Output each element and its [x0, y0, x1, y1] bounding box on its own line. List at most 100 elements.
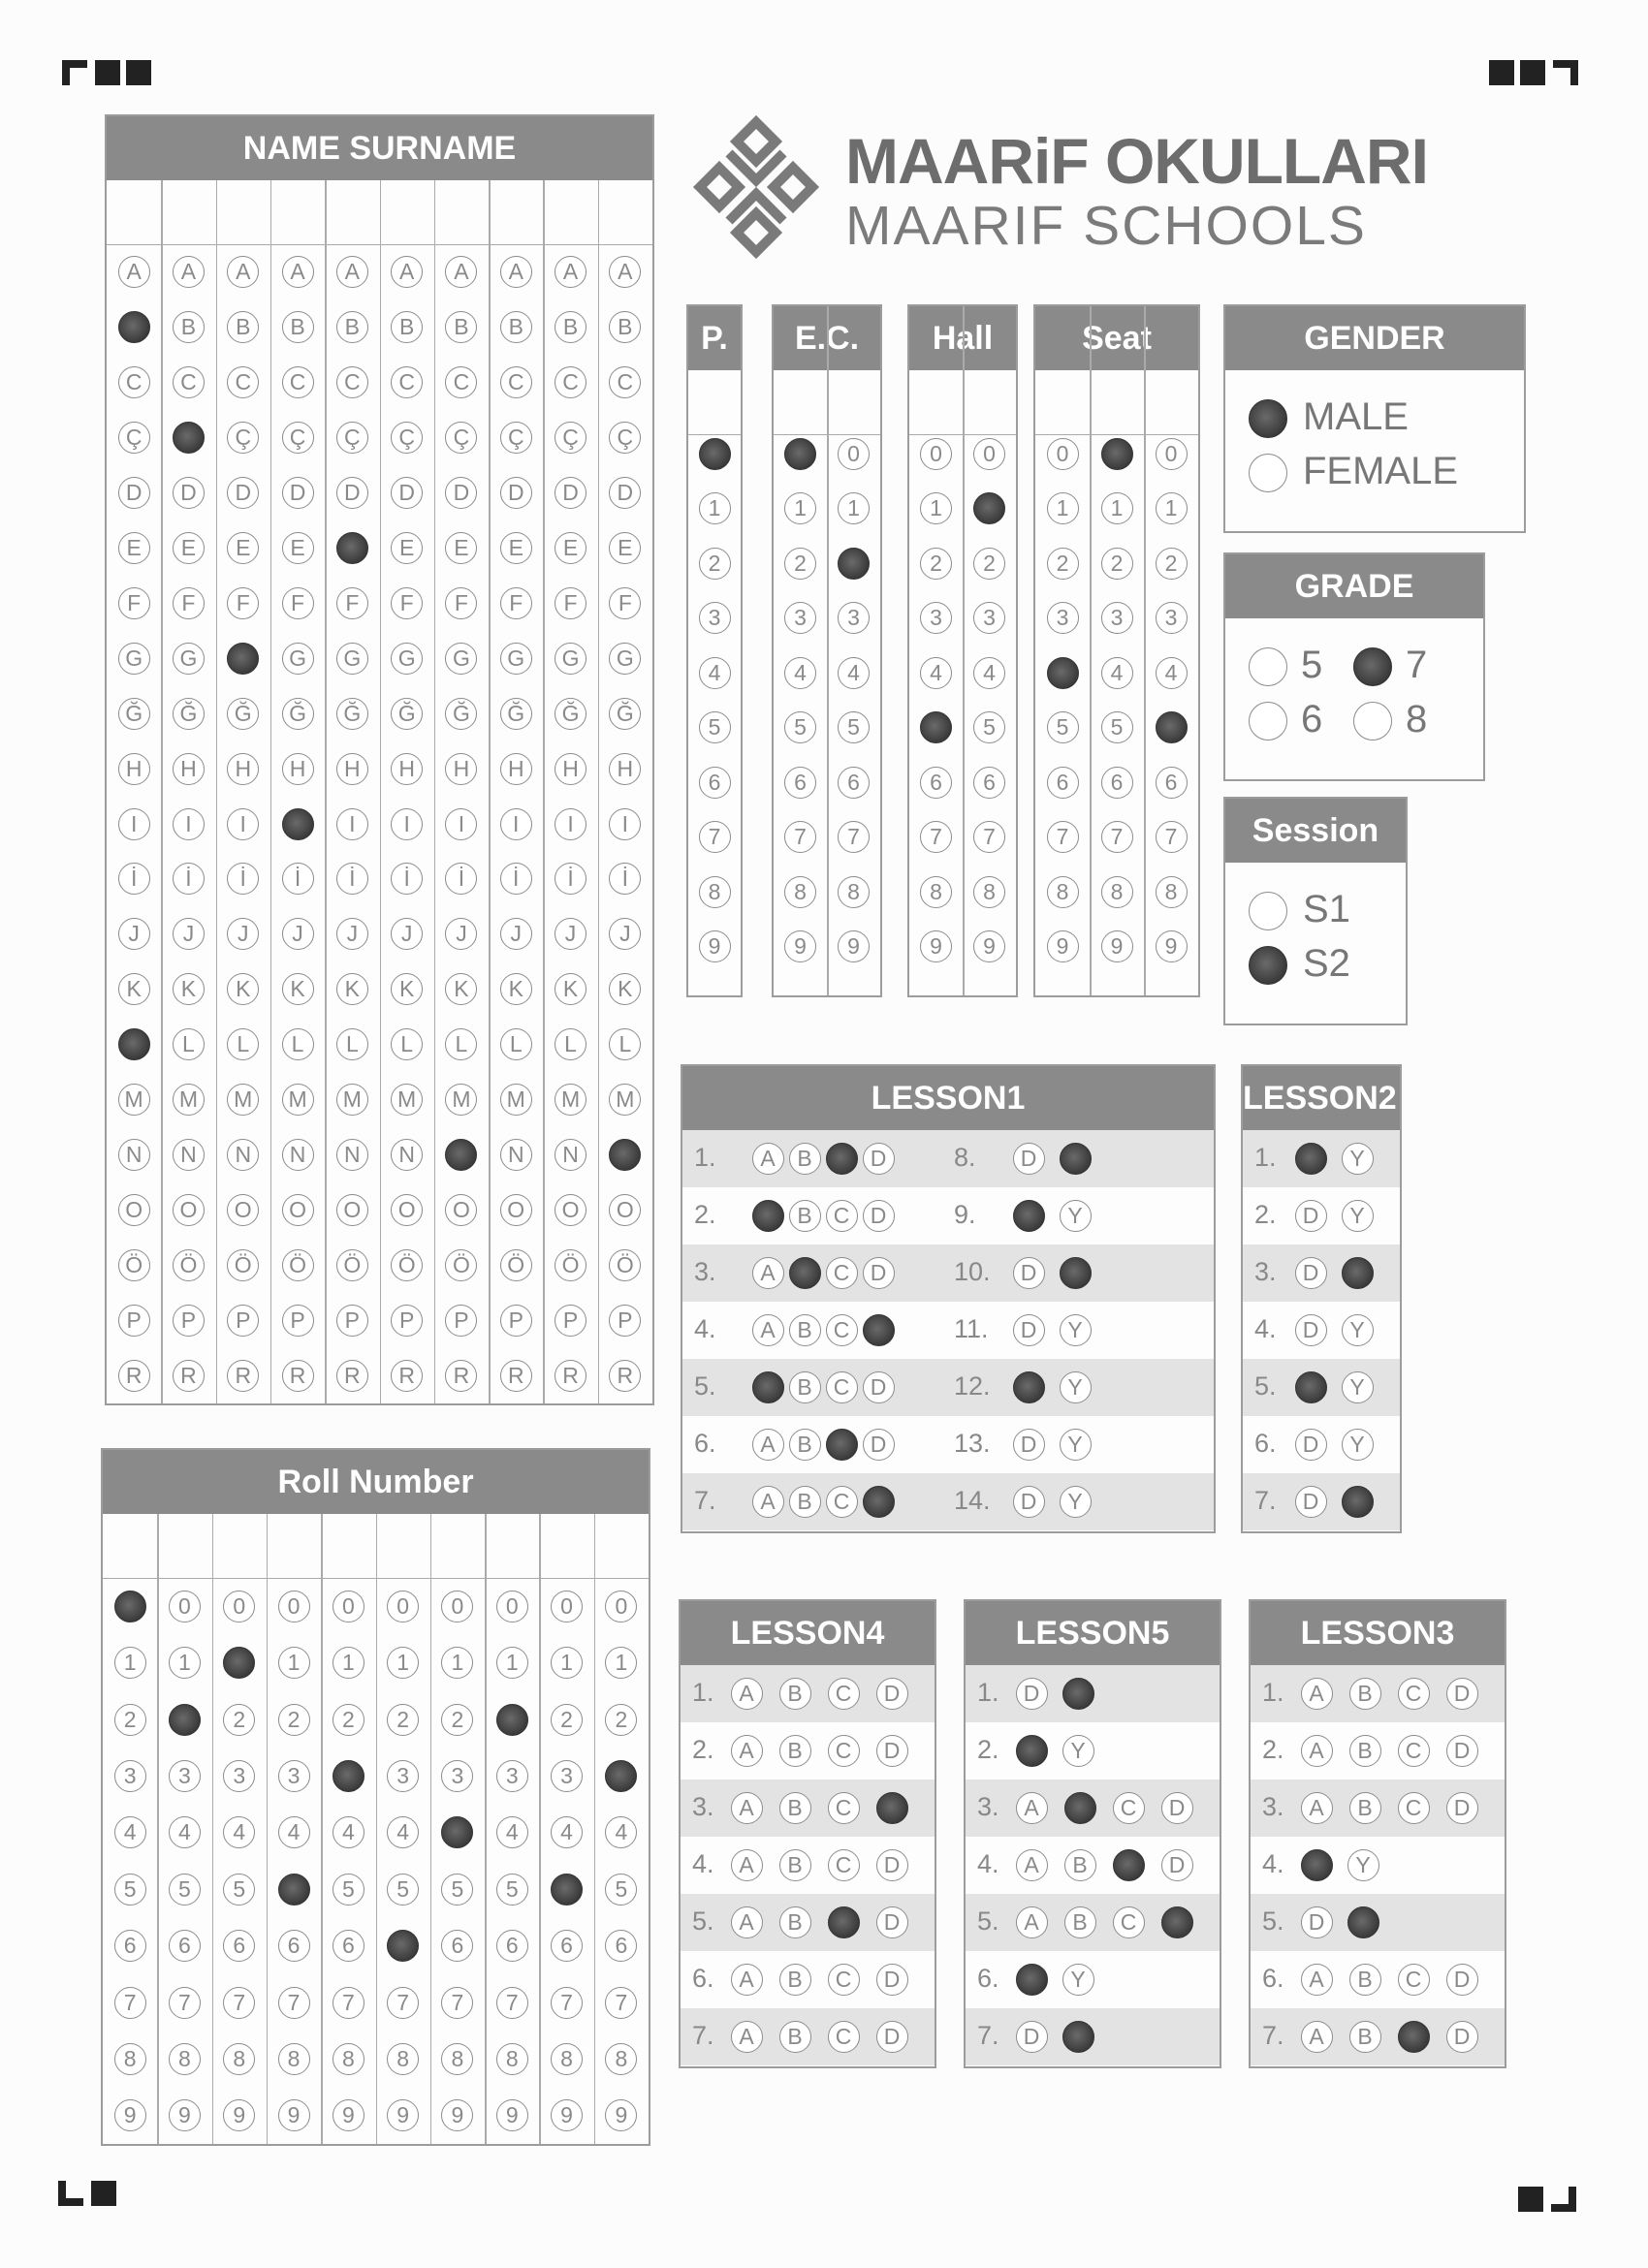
seat-field-bubble-3-0[interactable]: 0 [1155, 437, 1188, 470]
ec-field-bubble-1-7[interactable]: 7 [784, 821, 816, 853]
name-bubble-4-Ğ[interactable]: Ğ [281, 697, 314, 730]
answer-bubble-D[interactable]: D [875, 1849, 908, 1881]
answer-bubble-B[interactable]: B [1348, 1678, 1381, 1710]
roll-bubble-10-3[interactable]: 3 [605, 1759, 638, 1792]
name-bubble-2-J[interactable]: J [172, 918, 205, 951]
name-bubble-8-L[interactable]: L [499, 1028, 532, 1061]
answer-bubble-C[interactable]: C [827, 2021, 860, 2053]
roll-bubble-4-2[interactable]: 2 [277, 1703, 310, 1736]
answer-bubble-A[interactable]: A [730, 1792, 763, 1824]
answer-bubble-D[interactable]: D [1015, 1964, 1048, 1996]
name-bubble-2-P[interactable]: P [172, 1305, 205, 1338]
name-bubble-9-K[interactable]: K [555, 973, 587, 1006]
answer-bubble-D[interactable]: D [1015, 2021, 1048, 2053]
seat-field-bubble-2-8[interactable]: 8 [1100, 875, 1133, 908]
hall-field-bubble-2-1[interactable]: 1 [973, 492, 1005, 524]
answer-bubble-D[interactable]: D [862, 1200, 895, 1232]
answer-bubble-A[interactable]: A [751, 1143, 784, 1175]
roll-bubble-7-7[interactable]: 7 [441, 1986, 474, 2019]
p-field-bubble-1-8[interactable]: 8 [698, 875, 731, 908]
roll-bubble-4-3[interactable]: 3 [277, 1759, 310, 1792]
name-bubble-7-P[interactable]: P [445, 1305, 478, 1338]
name-bubble-10-K[interactable]: K [609, 973, 642, 1006]
answer-bubble-Y[interactable]: Y [1062, 1678, 1094, 1710]
answer-bubble-Y[interactable]: Y [1062, 1964, 1094, 1996]
name-bubble-2-F[interactable]: F [172, 586, 205, 619]
roll-bubble-4-4[interactable]: 4 [277, 1816, 310, 1849]
name-bubble-5-H[interactable]: H [335, 752, 368, 785]
answer-bubble-D[interactable]: D [1294, 1143, 1327, 1175]
roll-bubble-4-1[interactable]: 1 [277, 1647, 310, 1680]
answer-bubble-A[interactable]: A [751, 1371, 784, 1403]
name-bubble-1-Ğ[interactable]: Ğ [117, 697, 150, 730]
answer-bubble-B[interactable]: B [788, 1314, 821, 1346]
answer-bubble-Y[interactable]: Y [1059, 1143, 1092, 1175]
roll-bubble-6-2[interactable]: 2 [387, 1703, 420, 1736]
seat-field-bubble-2-6[interactable]: 6 [1100, 766, 1133, 799]
p-field-bubble-1-2[interactable]: 2 [698, 547, 731, 580]
p-field-bubble-1-0[interactable]: 0 [698, 437, 731, 470]
name-bubble-10-C[interactable]: C [609, 365, 642, 398]
answer-bubble-Y[interactable]: Y [1347, 1849, 1379, 1881]
ec-field-bubble-1-8[interactable]: 8 [784, 875, 816, 908]
name-bubble-7-F[interactable]: F [445, 586, 478, 619]
name-bubble-10-D[interactable]: D [609, 476, 642, 509]
ec-field-bubble-1-5[interactable]: 5 [784, 711, 816, 743]
roll-bubble-10-8[interactable]: 8 [605, 2042, 638, 2075]
seat-field-write-in-row[interactable] [1035, 370, 1198, 435]
name-bubble-8-Ç[interactable]: Ç [499, 421, 532, 454]
answer-bubble-A[interactable]: A [1300, 1735, 1333, 1767]
name-bubble-9-C[interactable]: C [555, 365, 587, 398]
answer-bubble-D[interactable]: D [1300, 1849, 1333, 1881]
answer-bubble-D[interactable]: D [862, 1486, 895, 1518]
name-bubble-10-J[interactable]: J [609, 918, 642, 951]
name-bubble-4-H[interactable]: H [281, 752, 314, 785]
seat-field-bubble-3-1[interactable]: 1 [1155, 492, 1188, 524]
name-bubble-9-O[interactable]: O [555, 1194, 587, 1227]
answer-bubble-C[interactable]: C [825, 1314, 858, 1346]
name-bubble-2-D[interactable]: D [172, 476, 205, 509]
name-bubble-5-D[interactable]: D [335, 476, 368, 509]
roll-bubble-10-1[interactable]: 1 [605, 1647, 638, 1680]
roll-bubble-4-7[interactable]: 7 [277, 1986, 310, 2019]
roll-bubble-7-2[interactable]: 2 [441, 1703, 474, 1736]
answer-bubble-D[interactable]: D [1012, 1486, 1045, 1518]
name-bubble-1-D[interactable]: D [117, 476, 150, 509]
hall-field-bubble-2-2[interactable]: 2 [973, 547, 1005, 580]
hall-field-bubble-1-9[interactable]: 9 [920, 930, 952, 962]
roll-bubble-1-9[interactable]: 9 [113, 2099, 146, 2132]
name-bubble-3-Ğ[interactable]: Ğ [227, 697, 260, 730]
roll-bubble-1-6[interactable]: 6 [113, 1930, 146, 1963]
name-bubble-7-G[interactable]: G [445, 642, 478, 675]
name-bubble-4-E[interactable]: E [281, 531, 314, 564]
name-bubble-4-B[interactable]: B [281, 310, 314, 343]
answer-bubble-C[interactable]: C [827, 1906, 860, 1938]
seat-field-bubble-3-7[interactable]: 7 [1155, 821, 1188, 853]
ec-field-bubble-2-7[interactable]: 7 [838, 821, 870, 853]
roll-bubble-6-9[interactable]: 9 [387, 2099, 420, 2132]
name-bubble-6-Ö[interactable]: Ö [391, 1249, 424, 1282]
roll-bubble-9-7[interactable]: 7 [551, 1986, 584, 2019]
roll-bubble-9-3[interactable]: 3 [551, 1759, 584, 1792]
roll-bubble-4-6[interactable]: 6 [277, 1930, 310, 1963]
name-bubble-6-C[interactable]: C [391, 365, 424, 398]
hall-field-bubble-2-8[interactable]: 8 [973, 875, 1005, 908]
ec-field-bubble-1-9[interactable]: 9 [784, 930, 816, 962]
name-bubble-7-İ[interactable]: İ [445, 863, 478, 896]
name-bubble-8-I[interactable]: I [499, 807, 532, 840]
name-bubble-5-I[interactable]: I [335, 807, 368, 840]
roll-bubble-7-6[interactable]: 6 [441, 1930, 474, 1963]
answer-bubble-Y[interactable]: Y [1059, 1257, 1092, 1289]
name-bubble-4-Ç[interactable]: Ç [281, 421, 314, 454]
name-bubble-1-O[interactable]: O [117, 1194, 150, 1227]
roll-bubble-2-5[interactable]: 5 [168, 1873, 201, 1906]
seat-field-bubble-3-4[interactable]: 4 [1155, 656, 1188, 689]
ec-field-bubble-2-4[interactable]: 4 [838, 656, 870, 689]
name-bubble-2-L[interactable]: L [172, 1028, 205, 1061]
answer-bubble-A[interactable]: A [730, 1906, 763, 1938]
roll-bubble-9-6[interactable]: 6 [551, 1930, 584, 1963]
p-field-bubble-1-9[interactable]: 9 [698, 930, 731, 962]
roll-bubble-10-2[interactable]: 2 [605, 1703, 638, 1736]
name-bubble-9-P[interactable]: P [555, 1305, 587, 1338]
name-bubble-10-F[interactable]: F [609, 586, 642, 619]
